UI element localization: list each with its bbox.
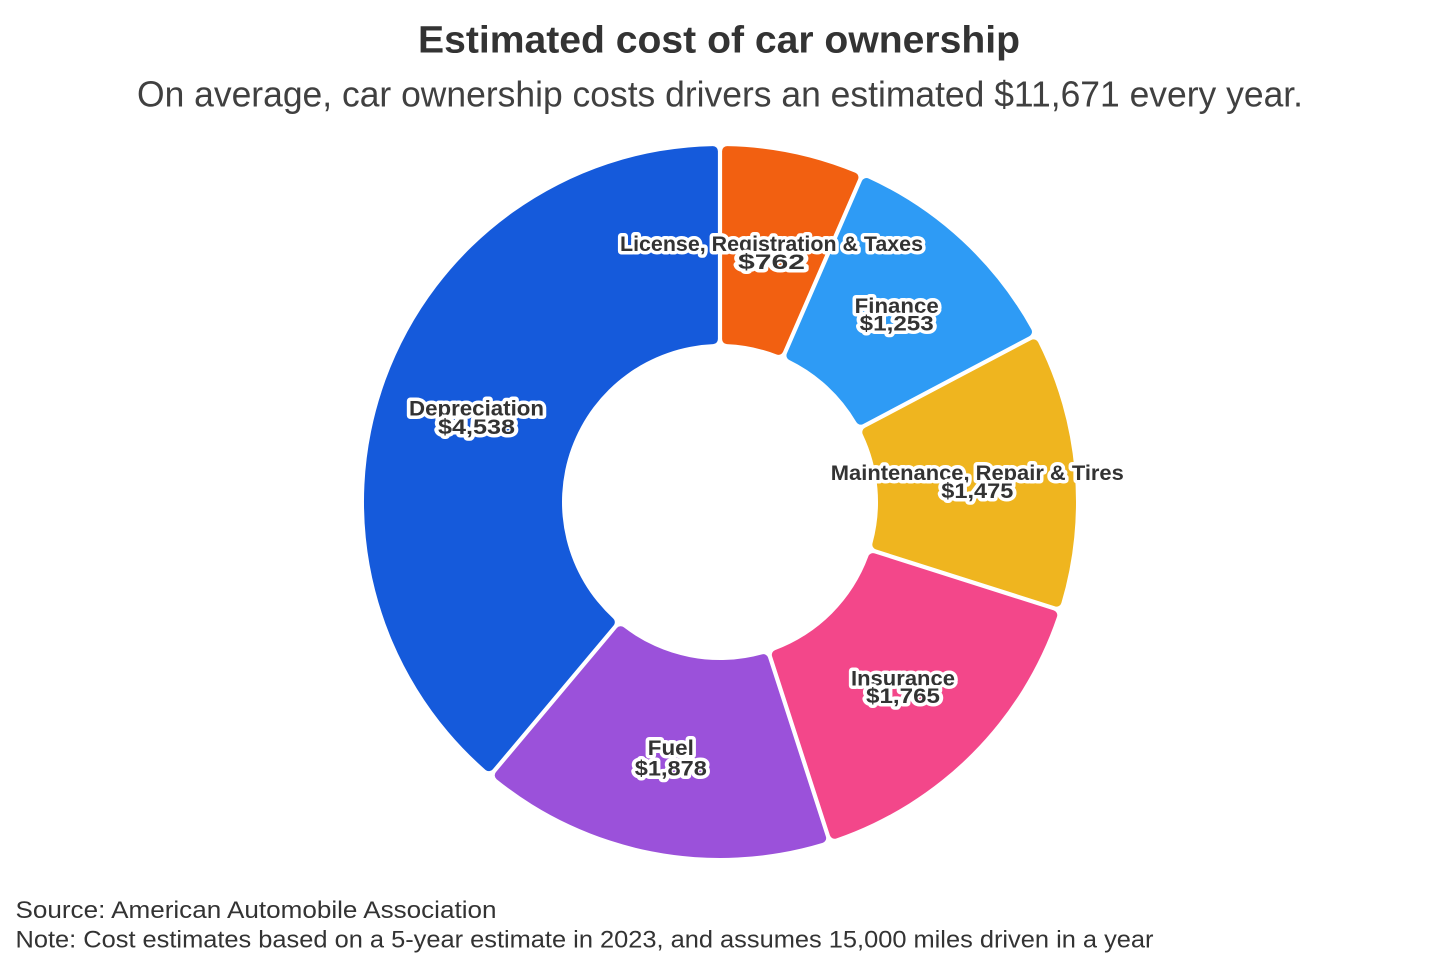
svg-text:$1,765: $1,765 — [866, 684, 940, 708]
svg-text:On average, car ownership cost: On average, car ownership costs drivers … — [137, 74, 1303, 115]
svg-text:Insurance: Insurance — [851, 666, 955, 690]
svg-text:Maintenance, Repair & Tires: Maintenance, Repair & Tires — [831, 461, 1124, 485]
svg-text:$1,253: $1,253 — [860, 312, 934, 336]
svg-text:License, Registration & Taxes: License, Registration & Taxes — [620, 232, 923, 256]
svg-text:$4,538: $4,538 — [438, 415, 515, 439]
svg-text:$1,878: $1,878 — [635, 757, 707, 781]
svg-text:Note: Cost estimates based on: Note: Cost estimates based on a 5-year e… — [16, 927, 1154, 954]
svg-text:$1,475: $1,475 — [941, 479, 1013, 503]
svg-text:Fuel: Fuel — [648, 736, 694, 760]
svg-text:Finance: Finance — [855, 294, 939, 318]
svg-text:Depreciation: Depreciation — [409, 397, 544, 421]
svg-text:$762: $762 — [738, 250, 805, 274]
svg-text:Estimated cost of car ownershi: Estimated cost of car ownership — [418, 20, 1020, 62]
svg-text:Source: American Automobile As: Source: American Automobile Association — [16, 897, 497, 924]
